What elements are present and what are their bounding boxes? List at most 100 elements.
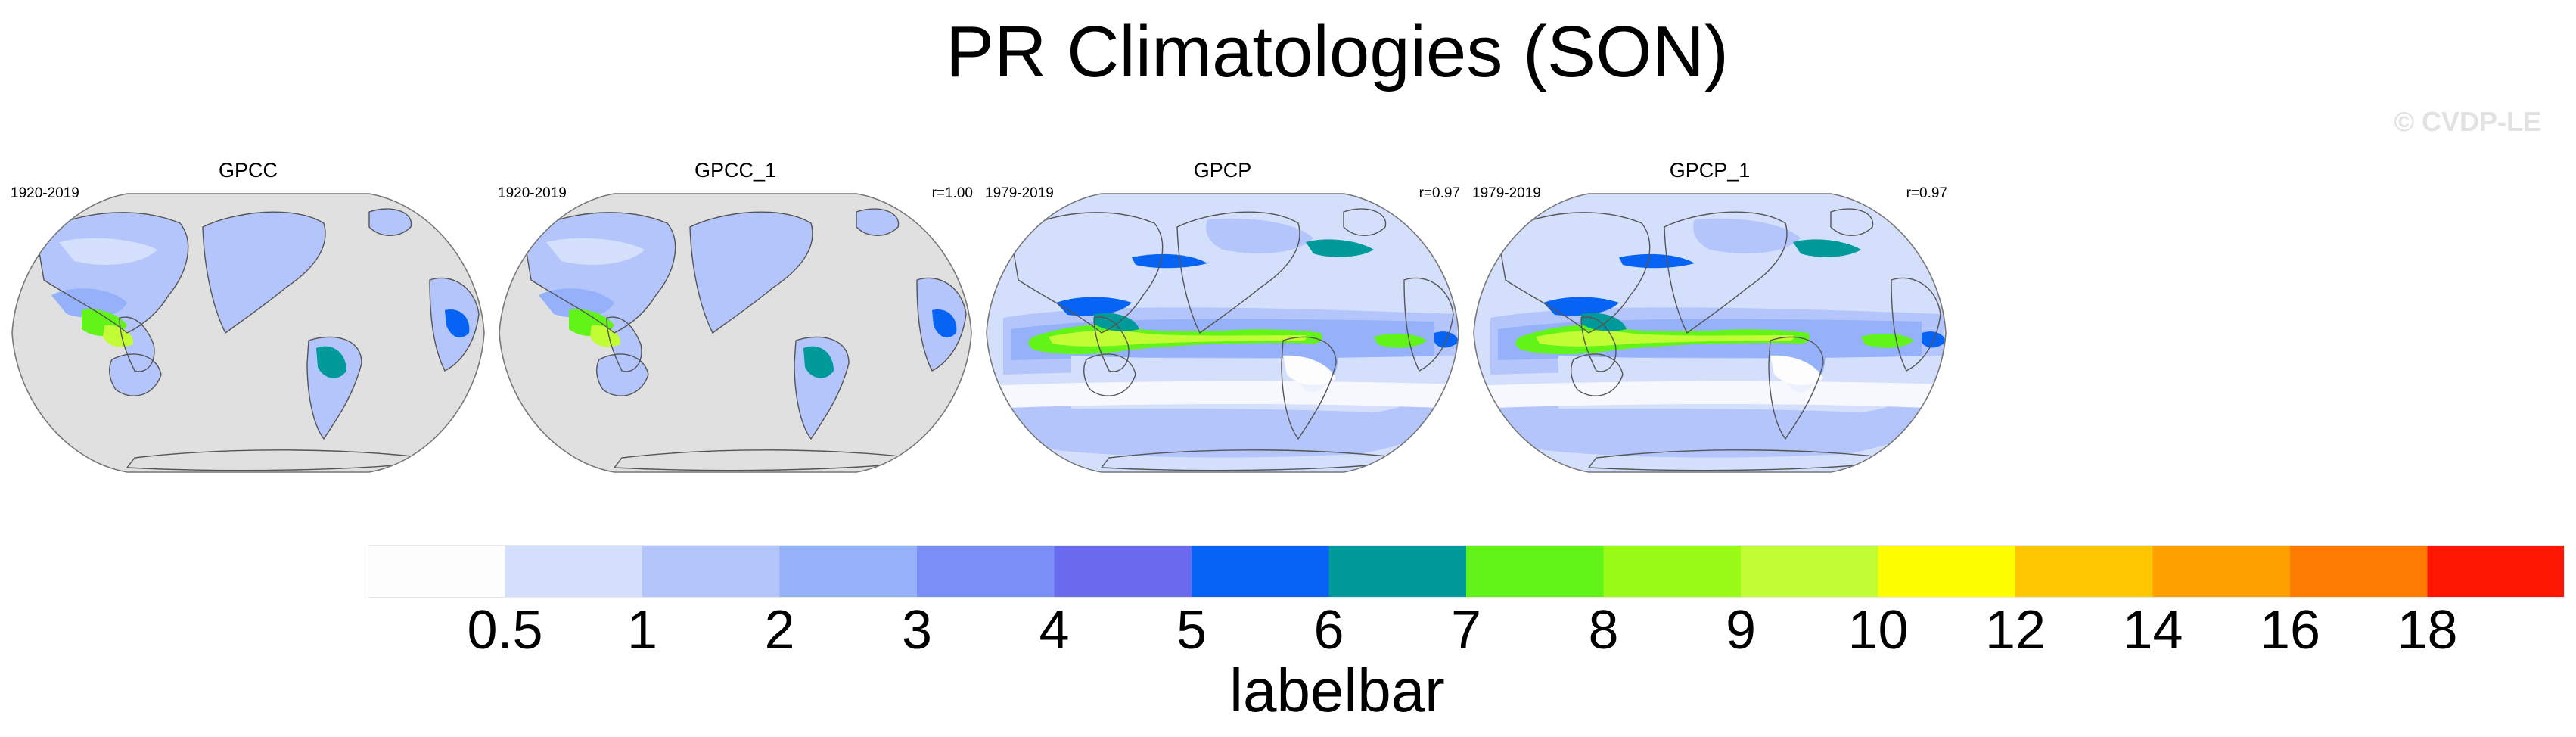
coastline [1176,211,1300,334]
labelbar-tick-label: 7 [1450,600,1482,661]
precip-band [1536,330,1794,347]
coastline [1571,353,1624,396]
precip-region [1475,403,1944,458]
labelbar-box [368,545,505,598]
coastline [1497,212,1651,334]
precip-region [988,403,1457,458]
color-labelbar [368,545,2565,598]
labelbar-box [1192,545,1329,598]
coastline [856,208,900,236]
labelbar-box [2152,545,2291,598]
labelbar-tick-label: 3 [901,600,933,661]
precip-band [1306,239,1374,257]
coastline [1010,212,1164,334]
precip-band [1056,297,1132,316]
map-panel-gpcc: GPCC 1920-2019 [6,159,490,484]
antarctica-missing [127,449,445,471]
precip-region [316,346,346,378]
coastline [1343,208,1387,236]
precip-band [1793,239,1861,257]
panel-years: 1920-2019 [11,185,79,201]
labelbar-box [1328,545,1467,598]
precipitation-map [499,193,972,473]
precip-region [59,238,157,265]
coastline [202,211,326,334]
labelbar-tick-label: 8 [1588,600,1619,661]
land-precip [856,209,899,236]
coastline [1768,336,1824,440]
panel-years: 1979-2019 [1472,185,1541,201]
precip-region [590,325,621,347]
labelbar-box [1054,545,1192,598]
labelbar-box [1741,545,1878,598]
map-border [499,193,972,473]
map-border [1473,193,1947,473]
coastline [1664,211,1788,334]
precip-band [1619,253,1695,269]
panel-title: GPCC_1 [694,159,777,182]
map-fill-layer [987,194,1459,472]
coastline [109,353,162,396]
labelbar-box [779,545,918,598]
coastline [119,316,155,372]
panel-title: GPCC [218,159,278,182]
labelbar-tick-label: 5 [1176,600,1207,661]
precip-region [1206,218,1313,253]
coastline [306,336,362,440]
labelbar-frame [368,545,2565,598]
map-panel-gpcp-1: GPCP_1 1979-2019 r=0.97 [1468,159,1952,484]
coastline [36,212,189,334]
dry-zone [1475,381,1944,409]
labelbar-tick-label: 12 [1984,600,2046,661]
precipitation-map [986,193,1459,473]
labelbar-tick-label: 14 [2122,600,2183,661]
coastline [689,211,813,334]
panel-title: GPCP [1193,159,1252,182]
coastline [1403,277,1454,372]
map-fill-layer [1474,194,1946,472]
map-panel-gpcp: GPCP 1979-2019 r=0.97 [980,159,1465,484]
map-border [986,193,1459,473]
precip-region [445,309,470,338]
precip-region [932,309,957,338]
coastline [368,208,412,236]
land-precip [690,212,813,333]
dry-zone [988,381,1457,409]
precip-region [103,325,134,347]
labelbar-tick-label: 1 [626,600,658,661]
labelbar-tick-label: 16 [2259,600,2321,661]
labelbar-tick-label: 2 [764,600,795,661]
labelbar-tick-label: 9 [1725,600,1757,661]
labelbar-tick-label: 18 [2397,600,2458,661]
labelbar-tick-label: 0.5 [467,600,543,661]
panel-title: GPCP_1 [1669,159,1751,182]
labelbar-box [2427,545,2565,598]
panel-years: 1979-2019 [985,185,1054,201]
figure-title: PR Climatologies (SON) [946,11,1729,92]
labelbar-box [2015,545,2153,598]
precip-region [803,346,834,378]
precip-region [546,238,645,265]
map-panel-gpcc-1: GPCC_1 1920-2019 r=1.00 [493,159,977,484]
labelbar-tick-label: 4 [1039,600,1070,661]
land-precip [109,353,161,396]
land-precip [203,212,325,333]
precip-region [1693,218,1801,253]
labelbar-box [642,545,780,598]
labelbar-tick-label: 6 [1313,600,1344,661]
coastline [1891,277,1941,372]
precip-band [1132,253,1207,269]
coastline [1830,208,1874,236]
land-precip [596,353,648,396]
dry-zone [1770,355,1823,386]
map-fill-layer [499,194,971,472]
precip-region [720,245,796,271]
coastline [523,212,676,334]
panel-correlation: r=0.97 [1419,185,1460,201]
coastline [429,277,480,372]
precip-band [1049,330,1307,347]
precip-band [1374,333,1427,348]
coastline [916,277,967,372]
precip-band [1861,333,1914,348]
panel-correlation: r=0.97 [1906,185,1947,201]
